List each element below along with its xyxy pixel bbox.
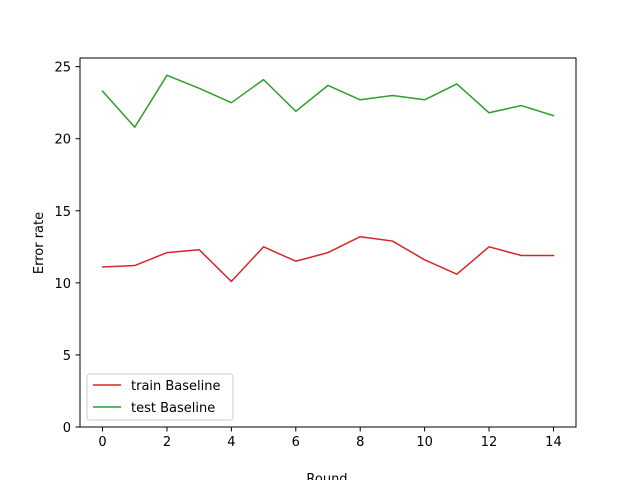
plot-area xyxy=(79,57,577,428)
series-line-train-baseline xyxy=(101,235,555,283)
x-tick-label: 14 xyxy=(545,435,562,450)
y-tick-label: 5 xyxy=(63,349,71,364)
series-line-test-baseline xyxy=(101,74,555,128)
legend-frame xyxy=(86,373,234,421)
x-tick-label: 0 xyxy=(98,435,106,450)
x-tick-label: 8 xyxy=(356,435,364,450)
x-tick-label: 12 xyxy=(481,435,498,450)
legend-label-train-baseline: train Baseline xyxy=(131,379,221,394)
x-tick-label: 10 xyxy=(416,435,433,450)
series-layer xyxy=(101,74,555,283)
y-axis-label: Error rate xyxy=(32,212,47,274)
axes-frame xyxy=(79,57,577,428)
x-tick-label: 6 xyxy=(292,435,300,450)
y-axis: 0 5 10 15 20 25 xyxy=(54,61,80,436)
y-tick-label: 0 xyxy=(63,421,71,436)
y-tick-label: 25 xyxy=(54,61,71,76)
y-tick-label: 20 xyxy=(54,133,71,148)
x-tick-label: 4 xyxy=(227,435,235,450)
x-axis-label: Round xyxy=(306,472,347,480)
y-tick-label: 15 xyxy=(54,205,71,220)
legend-label-test-baseline: test Baseline xyxy=(131,401,215,416)
legend: train Baseline test Baseline xyxy=(86,373,234,421)
y-tick-label: 10 xyxy=(54,277,71,292)
x-axis: 0 2 4 6 8 10 12 14 xyxy=(98,427,562,450)
x-tick-label: 2 xyxy=(163,435,171,450)
